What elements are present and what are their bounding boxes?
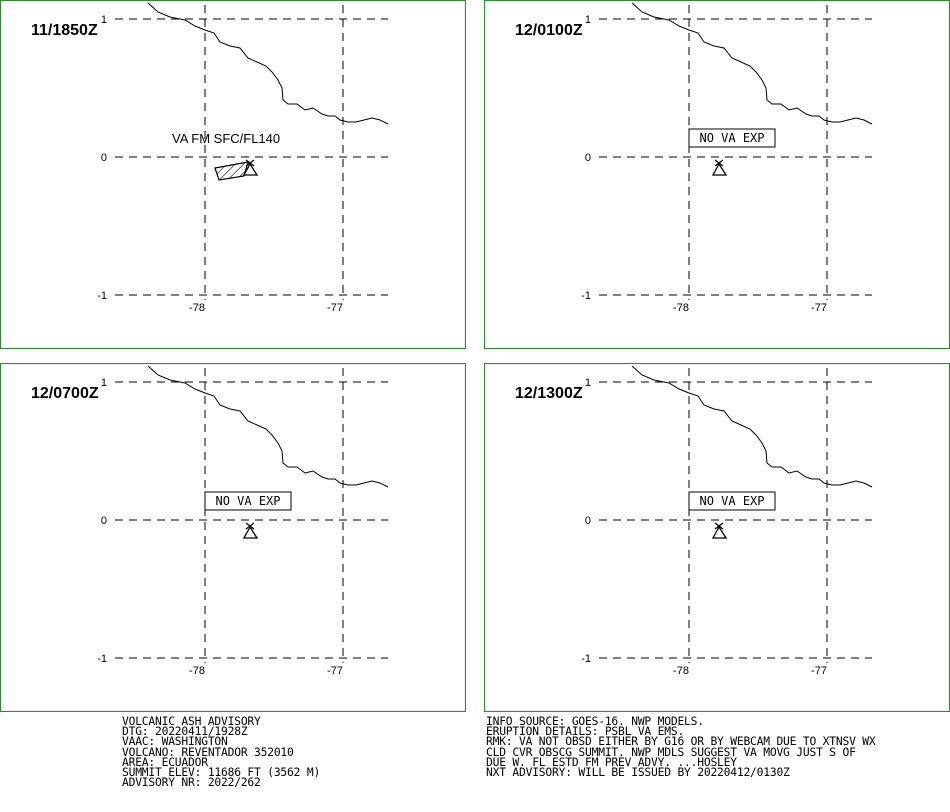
advisory-line: VOLCANO: REVENTADOR 352010 — [122, 745, 294, 759]
lon-tick-label: -77 — [327, 665, 343, 677]
advisory-line: NXT ADVISORY: WILL BE ISSUED BY 20220412… — [486, 765, 790, 779]
no-ash-label: NO VA EXP — [204, 491, 292, 511]
lon-tick-label: -77 — [811, 665, 827, 677]
lon-tick-label: -78 — [189, 302, 205, 314]
map-svg: 1 0 -1 -78 -77 12/0100Z NO VA EXP — [484, 0, 950, 349]
advisory-line: AREA: ECUADOR — [122, 755, 208, 769]
lat-tick-label: -1 — [581, 290, 591, 302]
lat-tick-label: -1 — [97, 290, 107, 302]
advisory-line: DUE W. FL ESTD FM PREV ADVY. ...HOSLEY — [486, 755, 737, 769]
lat-tick-label: 1 — [585, 377, 591, 389]
map-panel: 1 0 -1 -78 -77 12/0700Z NO VA EXP — [0, 363, 466, 712]
map-panel: 1 0 -1 -78 -77 11/1850Z VA FM SFC/FL140 — [0, 0, 466, 349]
panel-time-title: 12/1300Z — [515, 385, 583, 402]
advisory-line: VOLCANIC ASH ADVISORY — [122, 715, 261, 728]
svg-text:NO VA EXP: NO VA EXP — [215, 494, 280, 508]
advisory-line: CLD CVR OBSCG SUMMIT. NWP MDLS SUGGEST V… — [486, 745, 856, 759]
coastline — [147, 365, 389, 488]
map-svg: 1 0 -1 -78 -77 11/1850Z VA FM SFC/FL140 — [0, 0, 466, 349]
ash-height-label: VA FM SFC/FL140 — [172, 131, 280, 146]
lon-tick-label: -78 — [673, 302, 689, 314]
map-svg: 1 0 -1 -78 -77 12/0700Z NO VA EXP — [0, 363, 466, 712]
map-panel: 1 0 -1 -78 -77 12/1300Z NO VA EXP — [484, 363, 950, 712]
panel-frame — [0, 0, 466, 349]
map-svg: 1 0 -1 -78 -77 12/1300Z NO VA EXP — [484, 363, 950, 712]
volcano-icon — [242, 159, 259, 176]
advisory-line: ERUPTION DETAILS: PSBL VA EMS. — [486, 725, 685, 739]
lat-tick-label: 1 — [585, 14, 591, 26]
lon-tick-label: -77 — [327, 302, 343, 314]
advisory-line: DTG: 20220411/1928Z — [122, 725, 248, 739]
panel-time-title: 12/0100Z — [515, 22, 583, 39]
map-panel: 1 0 -1 -78 -77 12/0100Z NO VA EXP — [484, 0, 950, 349]
lon-tick-label: -77 — [811, 302, 827, 314]
lat-tick-label: 0 — [585, 152, 591, 164]
svg-text:NO VA EXP: NO VA EXP — [699, 494, 764, 508]
lat-tick-label: -1 — [97, 653, 107, 665]
ash-cloud-polygon — [214, 161, 249, 181]
svg-text:NO VA EXP: NO VA EXP — [699, 131, 764, 145]
lat-tick-label: 1 — [101, 377, 107, 389]
lon-tick-label: -78 — [189, 665, 205, 677]
lon-tick-label: -78 — [673, 665, 689, 677]
advisory-line: ADVISORY NR: 2022/262 — [122, 776, 261, 790]
no-ash-label: NO VA EXP — [688, 128, 776, 148]
advisory-line: VAAC: WASHINGTON — [122, 735, 228, 749]
coastline — [147, 2, 389, 125]
lat-tick-label: 0 — [585, 515, 591, 527]
panel-time-title: 12/0700Z — [31, 385, 99, 402]
advisory-info-left: VOLCANIC ASH ADVISORY DTG: 20220411/1928Z… — [122, 715, 321, 790]
lat-tick-label: 0 — [101, 152, 107, 164]
advisory-info-right: INFO SOURCE: GOES-16. NWP MODELS. ERUPTIO… — [486, 715, 876, 779]
advisory-line: RMK: VA NOT OBSD EITHER BY G16 OR BY WEB… — [486, 735, 876, 749]
panel-frame — [0, 363, 466, 712]
coastline — [631, 365, 873, 488]
advisory-line: SUMMIT ELEV: 11686 FT (3562 M) — [122, 765, 321, 779]
volcano-icon — [242, 522, 259, 539]
coastline — [631, 2, 873, 125]
lat-tick-label: 1 — [101, 14, 107, 26]
volcano-icon — [711, 159, 728, 176]
lat-tick-label: 0 — [101, 515, 107, 527]
volcano-icon — [711, 522, 728, 539]
lat-tick-label: -1 — [581, 653, 591, 665]
no-ash-label: NO VA EXP — [688, 491, 776, 511]
advisory-line: INFO SOURCE: GOES-16. NWP MODELS. — [486, 715, 704, 728]
panel-time-title: 11/1850Z — [31, 22, 98, 39]
